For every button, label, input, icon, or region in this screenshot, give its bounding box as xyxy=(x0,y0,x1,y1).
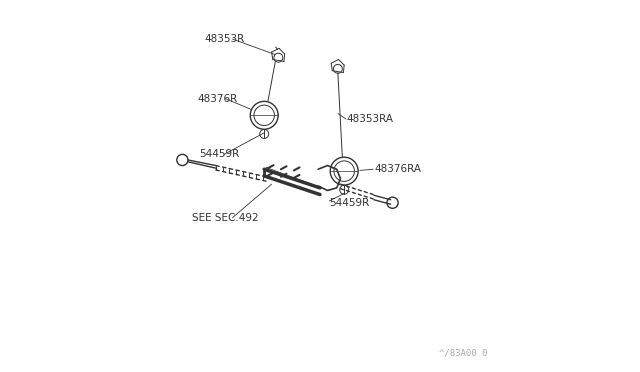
Text: 48376R: 48376R xyxy=(197,94,237,103)
Text: 48353R: 48353R xyxy=(205,34,245,44)
Text: ^/83A00 0: ^/83A00 0 xyxy=(439,348,488,357)
Text: 48376RA: 48376RA xyxy=(374,164,421,174)
Text: 54459R: 54459R xyxy=(330,198,369,208)
Text: 54459R: 54459R xyxy=(199,150,239,159)
Text: SEE SEC.492: SEE SEC.492 xyxy=(191,213,259,222)
Text: 48353RA: 48353RA xyxy=(346,114,393,124)
